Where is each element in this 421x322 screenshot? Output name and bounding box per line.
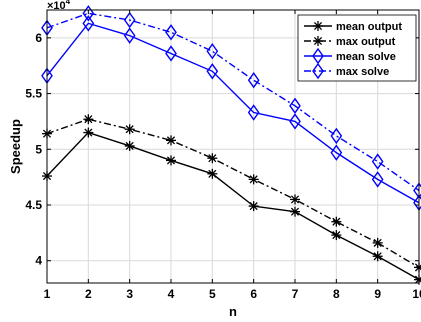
legend-label: mean solve — [336, 51, 396, 63]
data-point-max-output — [331, 216, 342, 227]
data-point-mean-output — [372, 251, 383, 262]
data-point-mean-solve — [206, 63, 219, 80]
data-point-max-output — [207, 153, 218, 164]
series-line-mean-solve — [46, 22, 420, 204]
x-tick-label: 8 — [333, 287, 340, 301]
data-point-mean-output — [248, 201, 259, 212]
x-axis-label: n — [229, 304, 237, 319]
series-max-solve — [41, 5, 421, 199]
data-point-mean-solve — [165, 45, 177, 62]
x-tick-label: 4 — [168, 287, 175, 301]
y-tick-label: 4 — [35, 254, 42, 268]
x-tick-label: 7 — [292, 287, 299, 301]
legend-entry-mean-output: mean output — [304, 21, 402, 33]
data-point-max-solve — [123, 11, 136, 29]
data-point-max-solve — [165, 24, 177, 41]
data-point-max-solve — [82, 5, 95, 22]
x-tick-label: 6 — [250, 287, 257, 301]
y-axis-label: Speedup — [8, 119, 23, 174]
data-point-mean-output — [83, 127, 94, 138]
data-point-mean-solve — [82, 15, 95, 32]
data-point-max-output — [124, 124, 135, 135]
series-line-max-output — [46, 118, 420, 269]
y-tick-label: 5 — [35, 142, 42, 156]
x-axis-ticks: 1 2 3 4 5 6 7 8 9 10 — [44, 10, 421, 301]
legend-label: mean output — [336, 21, 402, 33]
series-line-max-solve — [46, 12, 420, 192]
data-point-mean-output — [290, 206, 300, 217]
legend-marker — [313, 21, 323, 31]
x-tick-label: 2 — [85, 287, 92, 301]
data-point-mean-solve — [330, 144, 343, 161]
data-point-mean-solve — [247, 104, 260, 121]
data-point-max-output — [290, 194, 300, 205]
legend-marker — [312, 62, 324, 80]
series-mean-output — [42, 127, 421, 285]
x-tick-label: 1 — [44, 287, 51, 301]
data-point-max-solve — [247, 71, 260, 89]
data-point-max-solve — [371, 153, 384, 170]
data-point-max-solve — [289, 97, 301, 115]
series-line-mean-output — [46, 131, 420, 281]
data-point-max-output — [83, 114, 94, 125]
data-point-max-solve — [330, 127, 343, 145]
legend-label: max solve — [336, 66, 389, 78]
legend-label: max output — [336, 36, 396, 48]
x-tick-label: 10 — [412, 287, 421, 301]
data-point-max-output — [372, 237, 383, 248]
y-tick-label: 5.5 — [25, 87, 42, 101]
data-point-mean-solve — [289, 113, 301, 130]
legend-entry-max-solve: max solve — [304, 62, 389, 80]
legend: mean output max output mean solve max solve — [297, 14, 417, 82]
x-tick-label: 9 — [374, 287, 381, 301]
data-point-mean-output — [331, 230, 342, 241]
y-tick-label: 4.5 — [25, 198, 42, 212]
data-point-mean-output — [166, 155, 176, 166]
x-tick-label: 5 — [209, 287, 216, 301]
legend-marker — [313, 36, 323, 46]
y-tick-label: 6 — [35, 31, 42, 45]
plot-frame — [46, 9, 420, 284]
x-tick-label: 3 — [126, 287, 133, 301]
legend-entry-max-output: max output — [304, 36, 396, 48]
data-point-mean-solve — [123, 27, 136, 44]
y-axis-exponent: ×104 — [47, 0, 71, 12]
data-point-max-solve — [206, 43, 219, 60]
data-point-max-output — [166, 135, 176, 146]
series-layer — [41, 5, 421, 285]
y-axis-ticks: 4 4.5 5 5.5 6 — [25, 31, 419, 268]
data-point-mean-output — [207, 168, 218, 179]
data-point-mean-output — [124, 140, 135, 151]
data-point-max-output — [248, 174, 259, 185]
data-point-mean-solve — [371, 171, 384, 188]
